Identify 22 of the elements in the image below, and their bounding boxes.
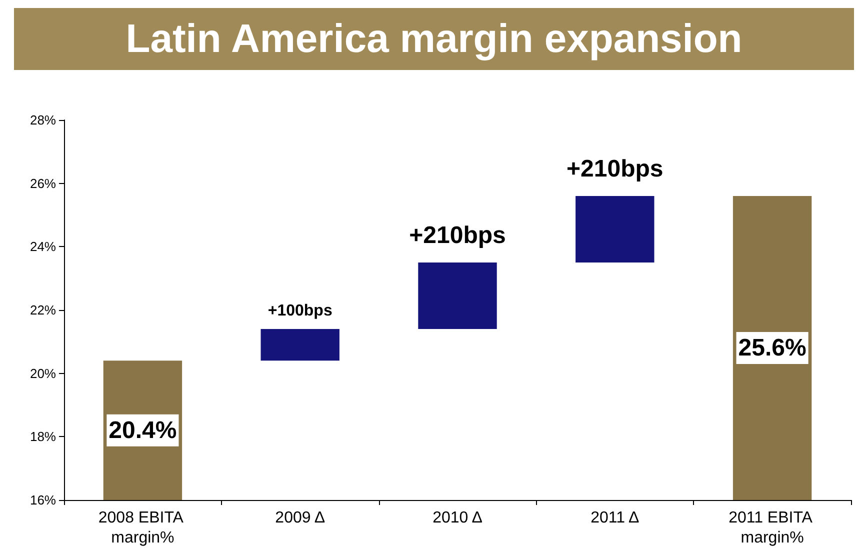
x-tick-label: 2011 Δ [590,510,640,526]
bar [260,329,340,361]
y-tick-label: 22% [30,302,56,318]
y-tick-label: 24% [30,239,56,254]
annotation: +210bps [409,222,506,249]
data-label: 20.4% [108,416,177,444]
y-tick-label: 26% [30,176,56,191]
y-tick-label: 18% [30,429,56,444]
annotation: +210bps [566,156,664,182]
bar [418,262,497,329]
data-label: 25.6% [738,334,806,362]
x-tick-label: 2011 EBITA margin% [728,510,816,546]
x-tick-label: 2009 Δ [275,510,326,526]
chart-title: Latin America margin expansion [14,8,854,70]
x-tick-label: 2010 Δ [432,510,483,526]
bar [732,196,812,500]
bar [576,196,654,262]
annotation: +100bps [268,302,332,320]
y-tick-label: 28% [30,112,56,128]
y-tick-label: 20% [30,366,56,381]
y-tick-label: 16% [30,492,56,508]
x-tick-label: 2008 EBITA margin% [98,510,188,546]
